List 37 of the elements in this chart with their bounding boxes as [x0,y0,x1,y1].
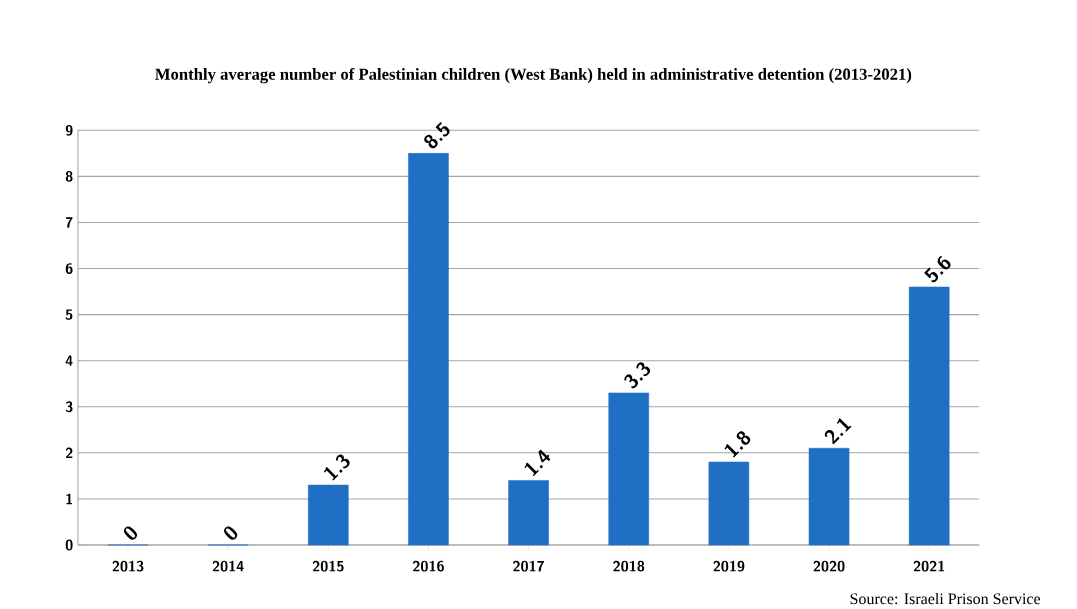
bar [308,484,349,546]
x-tick-label: 2020 [813,560,845,572]
x-tick-label: 2013 [112,560,144,572]
data-label: 3.3 [624,362,651,389]
x-tick-label: 2014 [212,560,244,572]
data-label: 1.3 [324,454,350,481]
chart-title: Monthly average number of Palestinian children (West Bank) held in administrative detention (2013-2021) [155,67,912,84]
bar [508,480,549,546]
y-tick-label: 7 [65,217,73,228]
data-label: 5.6 [924,255,951,283]
x-tick-label: 2021 [913,560,945,572]
x-tick-label: 2016 [412,560,444,572]
x-tick-label: 2019 [713,560,745,572]
x-tick-label: 2017 [513,560,545,572]
data-label: 0 [123,526,138,540]
y-tick-label: 2 [65,447,73,459]
y-tick-label: 9 [65,124,73,136]
data-label: 8.5 [424,122,450,149]
data-label: 1.4 [524,449,551,476]
data-label: 0 [224,526,238,540]
bar [408,153,449,546]
bar [908,286,950,546]
bar [608,392,650,546]
y-tick-label: 3 [65,401,73,413]
source-note: Source: Israeli Prison Service [850,592,1041,605]
x-tick-label: 2018 [613,560,645,572]
y-tick-label: 1 [66,493,73,505]
y-tick-label: 0 [65,539,73,551]
y-tick-label: 8 [65,170,73,182]
bar [808,447,850,546]
bar [708,461,750,546]
data-label: 1.8 [724,431,751,458]
y-tick-label: 5 [65,309,73,320]
data-label: 2.1 [824,418,852,445]
x-tick-label: 2015 [312,560,344,572]
y-tick-label: 6 [65,263,73,274]
y-tick-label: 4 [65,355,73,366]
